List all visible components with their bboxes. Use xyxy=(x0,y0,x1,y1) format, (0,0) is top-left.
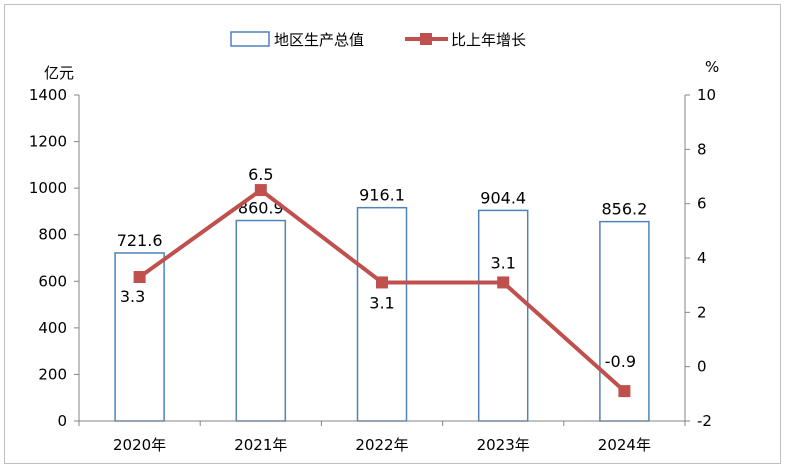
left-tick-label: 1000 xyxy=(29,179,67,197)
left-tick-label: 1200 xyxy=(29,133,67,151)
line-point xyxy=(618,385,631,398)
x-tick-label: 2024年 xyxy=(598,436,651,454)
x-tick-label: 2021年 xyxy=(234,436,287,454)
bar-value-label: 856.2 xyxy=(601,200,647,219)
bar-value-label: 904.4 xyxy=(480,188,526,207)
bar-value-label: 721.6 xyxy=(117,231,163,250)
line-series: 3.3 6.5 3.1 3.1 -0.9 xyxy=(120,165,636,398)
right-tick-label: 8 xyxy=(697,140,707,158)
left-tick-label: 0 xyxy=(57,412,67,430)
line-value-label: 3.3 xyxy=(120,287,145,306)
right-tick-label: 2 xyxy=(697,303,707,321)
right-tick-label: 4 xyxy=(697,249,707,267)
bar-value-label: 860.9 xyxy=(238,199,284,218)
legend-bar-swatch xyxy=(230,31,270,47)
left-tick-label: 800 xyxy=(38,226,67,244)
line-point xyxy=(133,271,146,284)
legend-bar-label: 地区生产总值 xyxy=(274,31,364,49)
left-tick-label: 600 xyxy=(38,272,67,290)
line-point xyxy=(376,276,388,289)
bar xyxy=(235,219,287,422)
bar-value-label: 916.1 xyxy=(359,186,405,205)
line-value-label: -0.9 xyxy=(605,352,636,371)
line-value-label: 3.1 xyxy=(490,253,515,272)
chart-frame xyxy=(4,4,781,464)
bar-series: 721.6 860.9 916.1 904.4 856.2 xyxy=(114,186,650,422)
x-tick-label: 2023年 xyxy=(477,436,530,454)
legend-line-marker xyxy=(420,33,432,45)
right-tick-label: -2 xyxy=(697,412,712,430)
line-value-label: 3.1 xyxy=(369,293,394,312)
right-axis-unit: % xyxy=(705,58,719,76)
x-axis: 2020年 2021年 2022年 2023年 2024年 xyxy=(78,420,686,454)
legend: 地区生产总值 比上年增长 xyxy=(230,31,526,49)
bar xyxy=(356,206,408,422)
x-tick-label: 2022年 xyxy=(355,436,408,454)
left-axis-unit: 亿元 xyxy=(44,64,74,82)
right-tick-label: 0 xyxy=(697,358,707,376)
left-tick-label: 200 xyxy=(38,365,67,383)
left-axis: 0 200 400 600 800 1000 1200 1400 xyxy=(29,86,80,430)
right-tick-label: 6 xyxy=(697,195,707,213)
x-tick-label: 2020年 xyxy=(113,436,166,454)
legend-line-label: 比上年增长 xyxy=(451,31,526,49)
left-tick-label: 1400 xyxy=(29,86,67,104)
line-value-label: 6.5 xyxy=(248,165,273,184)
right-axis: -2 0 2 4 6 8 10 xyxy=(684,86,716,430)
right-tick-label: 10 xyxy=(697,86,716,104)
bar xyxy=(477,209,529,422)
line-point xyxy=(254,184,267,197)
line-point xyxy=(497,276,510,289)
left-tick-label: 400 xyxy=(38,319,67,337)
